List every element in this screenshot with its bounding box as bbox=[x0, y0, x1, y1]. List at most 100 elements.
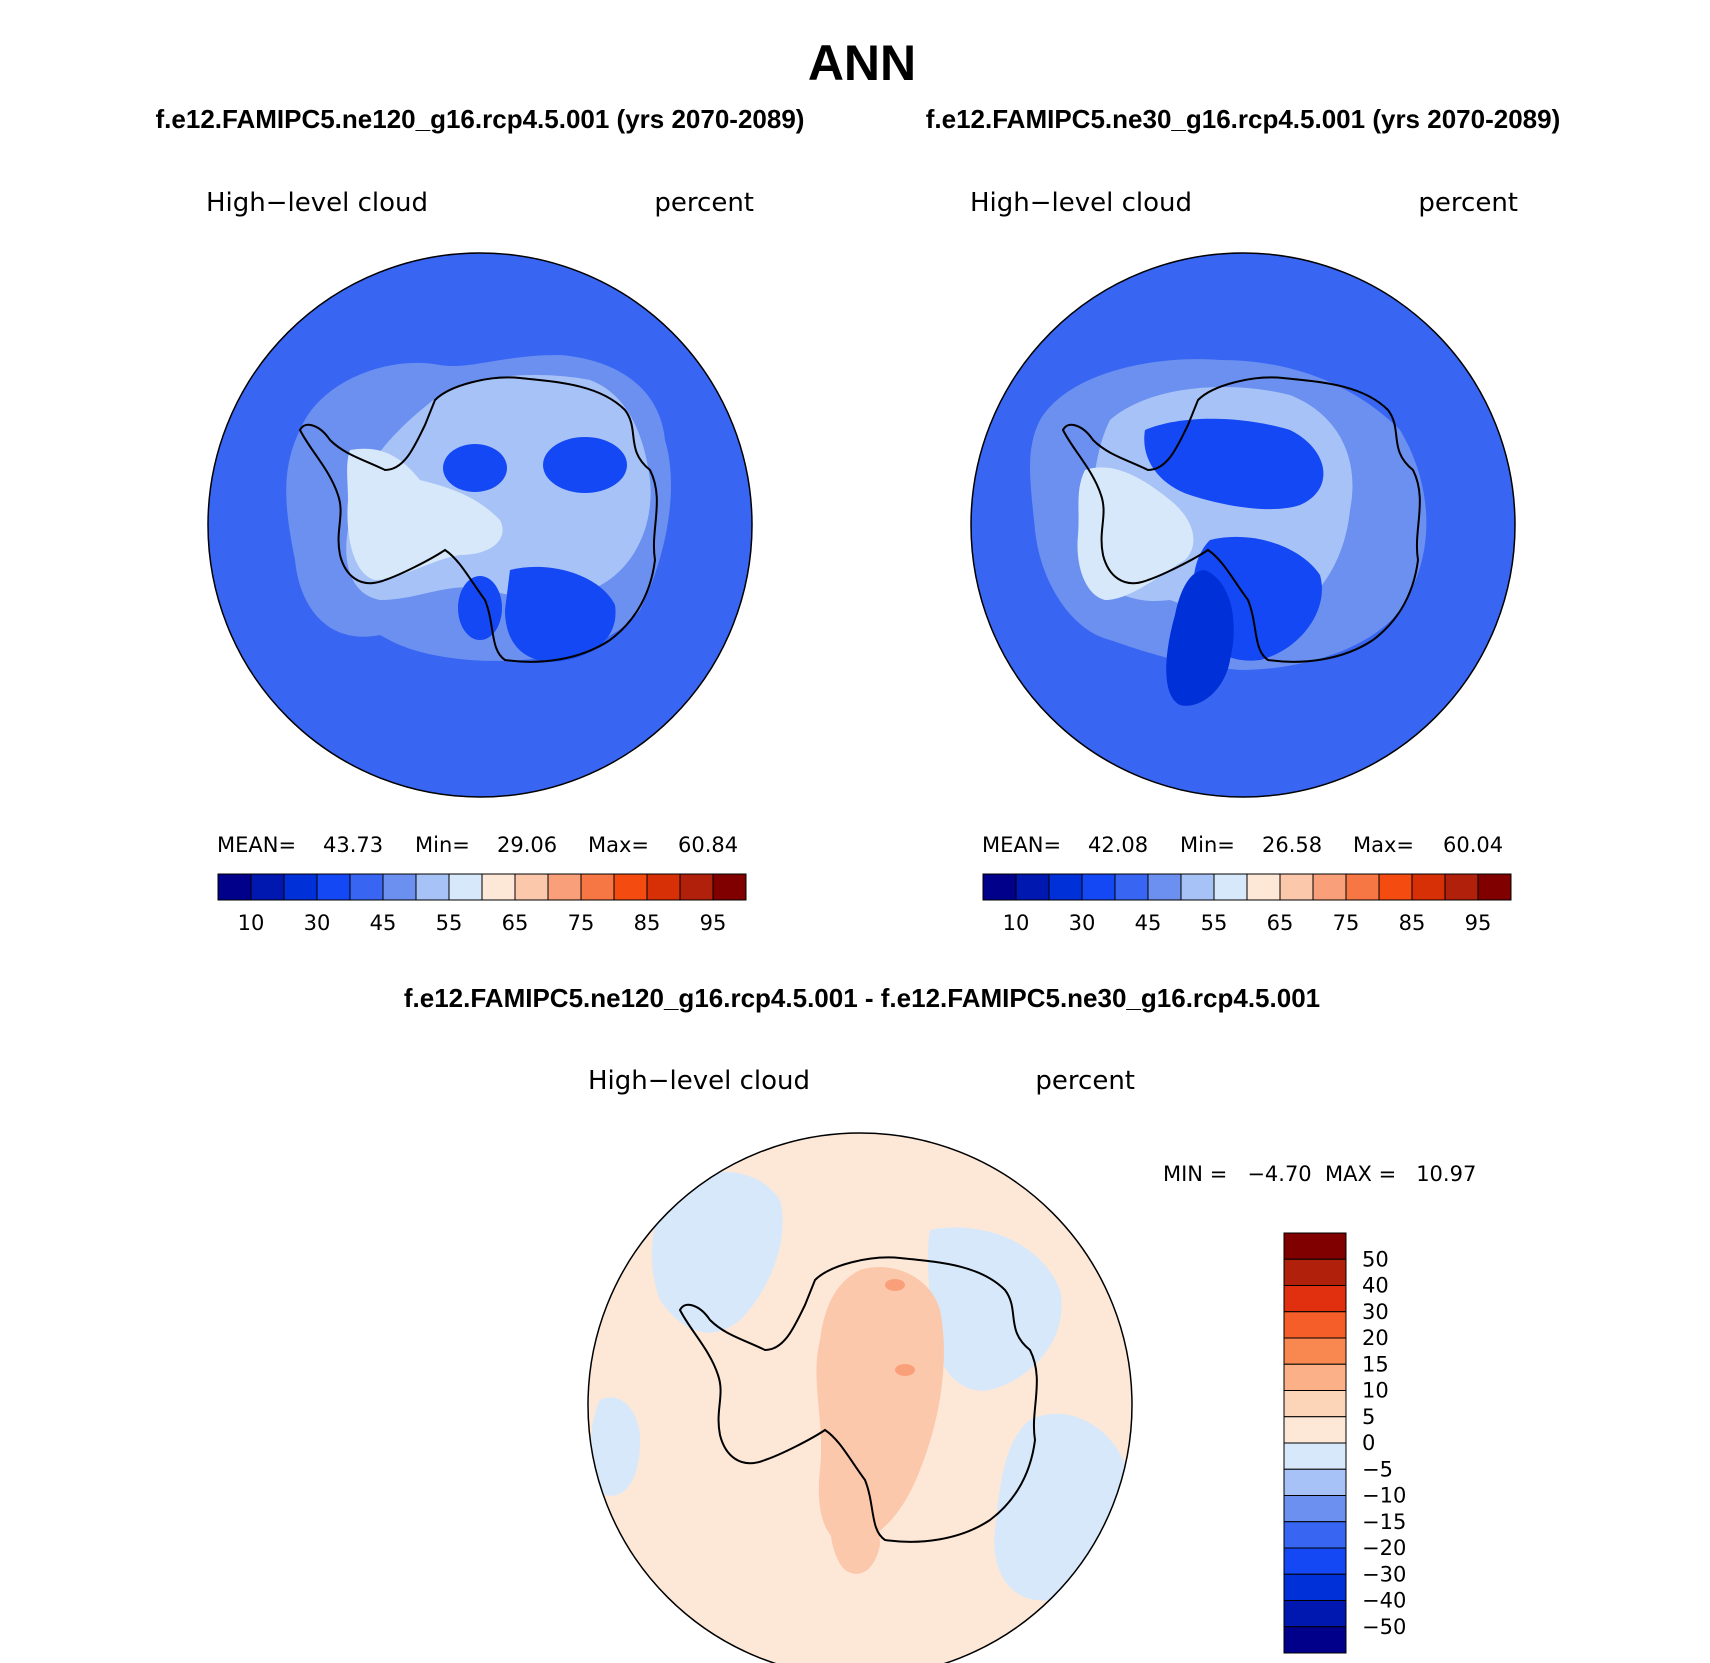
panel1-light-field bbox=[347, 448, 503, 580]
diff-colorbar-tick-label: 40 bbox=[1362, 1274, 1389, 1298]
panel2-colorbar-tick-label: 10 bbox=[1003, 911, 1030, 935]
panel2-mean-label: MEAN= bbox=[982, 833, 1061, 857]
panel1-colorbar-swatch bbox=[481, 873, 516, 901]
diff-colorbar-swatch bbox=[1283, 1311, 1347, 1339]
panel2-map bbox=[971, 253, 1515, 797]
panel1-colorbar-tick-label: 85 bbox=[634, 911, 661, 935]
panel2-colorbar-tick-label: 85 bbox=[1399, 911, 1426, 935]
panel1-colorbar-swatch bbox=[646, 873, 681, 901]
panel2-map-border bbox=[970, 252, 1516, 798]
diff-strong-positive-1 bbox=[885, 1279, 905, 1291]
panel1-max-label: Max= bbox=[588, 833, 649, 857]
diff-colorbar-tick-label: 5 bbox=[1362, 1405, 1375, 1429]
panel1-colorbar-swatch bbox=[349, 873, 384, 901]
panel1-low-cloud-region-1 bbox=[443, 444, 507, 492]
panel2-coastline bbox=[1061, 376, 1421, 663]
diff-colorbar-swatch bbox=[1283, 1442, 1347, 1470]
diff-colorbar-tick-label: −20 bbox=[1362, 1536, 1406, 1560]
diff-variable-label: High−level cloud bbox=[588, 1066, 810, 1096]
panel1-low-cloud-region-2 bbox=[543, 437, 627, 493]
panel1-colorbar-swatch bbox=[217, 873, 252, 901]
panel1-colorbar-tick-label: 65 bbox=[502, 911, 529, 935]
panel2-mean-value: 42.08 bbox=[1088, 833, 1148, 857]
panel2-max-label: Max= bbox=[1353, 833, 1414, 857]
main-title: ANN bbox=[808, 35, 916, 91]
panel2-colorbar-swatch bbox=[1444, 873, 1479, 901]
diff-colorbar-swatch bbox=[1283, 1258, 1347, 1286]
panel2-colorbar-tick-label: 95 bbox=[1465, 911, 1492, 935]
diff-units-label: percent bbox=[1035, 1066, 1135, 1096]
diff-colorbar-swatch bbox=[1283, 1285, 1347, 1313]
panel1-low-cloud-region-4 bbox=[458, 576, 502, 640]
panel2-min-label: Min= bbox=[1180, 833, 1235, 857]
panel2-max-value: 60.04 bbox=[1443, 833, 1503, 857]
panel2-colorbar-tick-label: 75 bbox=[1333, 911, 1360, 935]
panel1-colorbar-tick-label: 75 bbox=[568, 911, 595, 935]
panel2-case-title: f.e12.FAMIPC5.ne30_g16.rcp4.5.001 (yrs 2… bbox=[926, 104, 1561, 134]
panel2-colorbar-tick-label: 55 bbox=[1201, 911, 1228, 935]
panel1-colorbar-swatch bbox=[712, 873, 747, 901]
diff-colorbar-swatch bbox=[1283, 1390, 1347, 1418]
panel2-low-cloud-region-1 bbox=[1144, 418, 1324, 510]
diff-colorbar-swatch bbox=[1283, 1626, 1347, 1654]
panel1-max-value: 60.84 bbox=[678, 833, 738, 857]
panel1-colorbar-swatch bbox=[580, 873, 615, 901]
panel1-colorbar-swatch bbox=[250, 873, 285, 901]
diff-colorbar-swatch bbox=[1283, 1547, 1347, 1575]
diff-colorbar-swatch bbox=[1283, 1232, 1347, 1260]
diff-colorbar-tick-label: −5 bbox=[1362, 1457, 1393, 1481]
panel1-colorbar-swatch bbox=[514, 873, 549, 901]
panel2-colorbar-swatch bbox=[1081, 873, 1116, 901]
panel2-colorbar-swatch bbox=[1114, 873, 1149, 901]
panel2-colorbar-tick-label: 30 bbox=[1069, 911, 1096, 935]
panel2-colorbar-swatch bbox=[1477, 873, 1512, 901]
diff-colorbar-swatch bbox=[1283, 1600, 1347, 1628]
panel1-map bbox=[208, 253, 752, 797]
panel2-low-cloud-region-3 bbox=[1166, 570, 1234, 706]
panel1-variable-label: High−level cloud bbox=[206, 188, 428, 218]
diff-colorbar-swatch bbox=[1283, 1468, 1347, 1496]
panel2-colorbar-swatch bbox=[982, 873, 1017, 901]
panel1-min-value: 29.06 bbox=[497, 833, 557, 857]
panel2-colorbar: 10 30 45 55 65 75 85 95 bbox=[982, 873, 1512, 935]
panel1-colorbar-swatch bbox=[415, 873, 450, 901]
panel2-colorbar-swatch bbox=[1312, 873, 1347, 901]
panel2-colorbar-swatch bbox=[1411, 873, 1446, 901]
panel2-colorbar-tick-label: 45 bbox=[1135, 911, 1162, 935]
panel1-colorbar: 10 30 45 55 65 75 85 95 bbox=[217, 873, 747, 935]
diff-strong-positive-2 bbox=[895, 1364, 915, 1376]
panel2-variable-label: High−level cloud bbox=[970, 188, 1192, 218]
panel1-map-border bbox=[207, 252, 753, 798]
diff-coastline bbox=[678, 1256, 1038, 1543]
panel1-colorbar-swatch bbox=[316, 873, 351, 901]
panel1-low-cloud-region-3 bbox=[505, 566, 616, 662]
panel1-colorbar-tick-label: 45 bbox=[370, 911, 397, 935]
diff-colorbar-tick-label: 0 bbox=[1362, 1431, 1375, 1455]
panel1-colorbar-tick-label: 95 bbox=[700, 911, 727, 935]
diff-colorbar-swatch bbox=[1283, 1521, 1347, 1549]
diff-positive-region-2 bbox=[829, 1470, 880, 1574]
panel2-colorbar-swatch bbox=[1015, 873, 1050, 901]
panel2-colorbar-swatch bbox=[1048, 873, 1083, 901]
panel1-colorbar-swatch bbox=[679, 873, 714, 901]
diff-colorbar-swatch bbox=[1283, 1573, 1347, 1601]
diff-colorbar-tick-label: −15 bbox=[1362, 1510, 1406, 1534]
panel2-colorbar-swatch bbox=[1246, 873, 1281, 901]
panel1-colorbar-tick-label: 55 bbox=[436, 911, 463, 935]
panel2-colorbar-swatch bbox=[1378, 873, 1413, 901]
panel2-colorbar-swatch bbox=[1180, 873, 1215, 901]
diff-colorbar-swatch bbox=[1283, 1416, 1347, 1444]
diff-colorbar-tick-label: 15 bbox=[1362, 1352, 1389, 1376]
panel1-units-label: percent bbox=[654, 188, 754, 218]
diff-map-border bbox=[587, 1132, 1133, 1663]
panel1-colorbar-swatch bbox=[448, 873, 483, 901]
diff-negative-region-4 bbox=[590, 1397, 640, 1496]
panel1-colorbar-tick-label: 10 bbox=[238, 911, 265, 935]
panel2-colorbar-tick-label: 65 bbox=[1267, 911, 1294, 935]
diff-colorbar-tick-label: −50 bbox=[1362, 1615, 1406, 1639]
panel1-colorbar-swatch bbox=[547, 873, 582, 901]
panel2-colorbar-swatch bbox=[1213, 873, 1248, 901]
diff-colorbar-swatch bbox=[1283, 1363, 1347, 1391]
